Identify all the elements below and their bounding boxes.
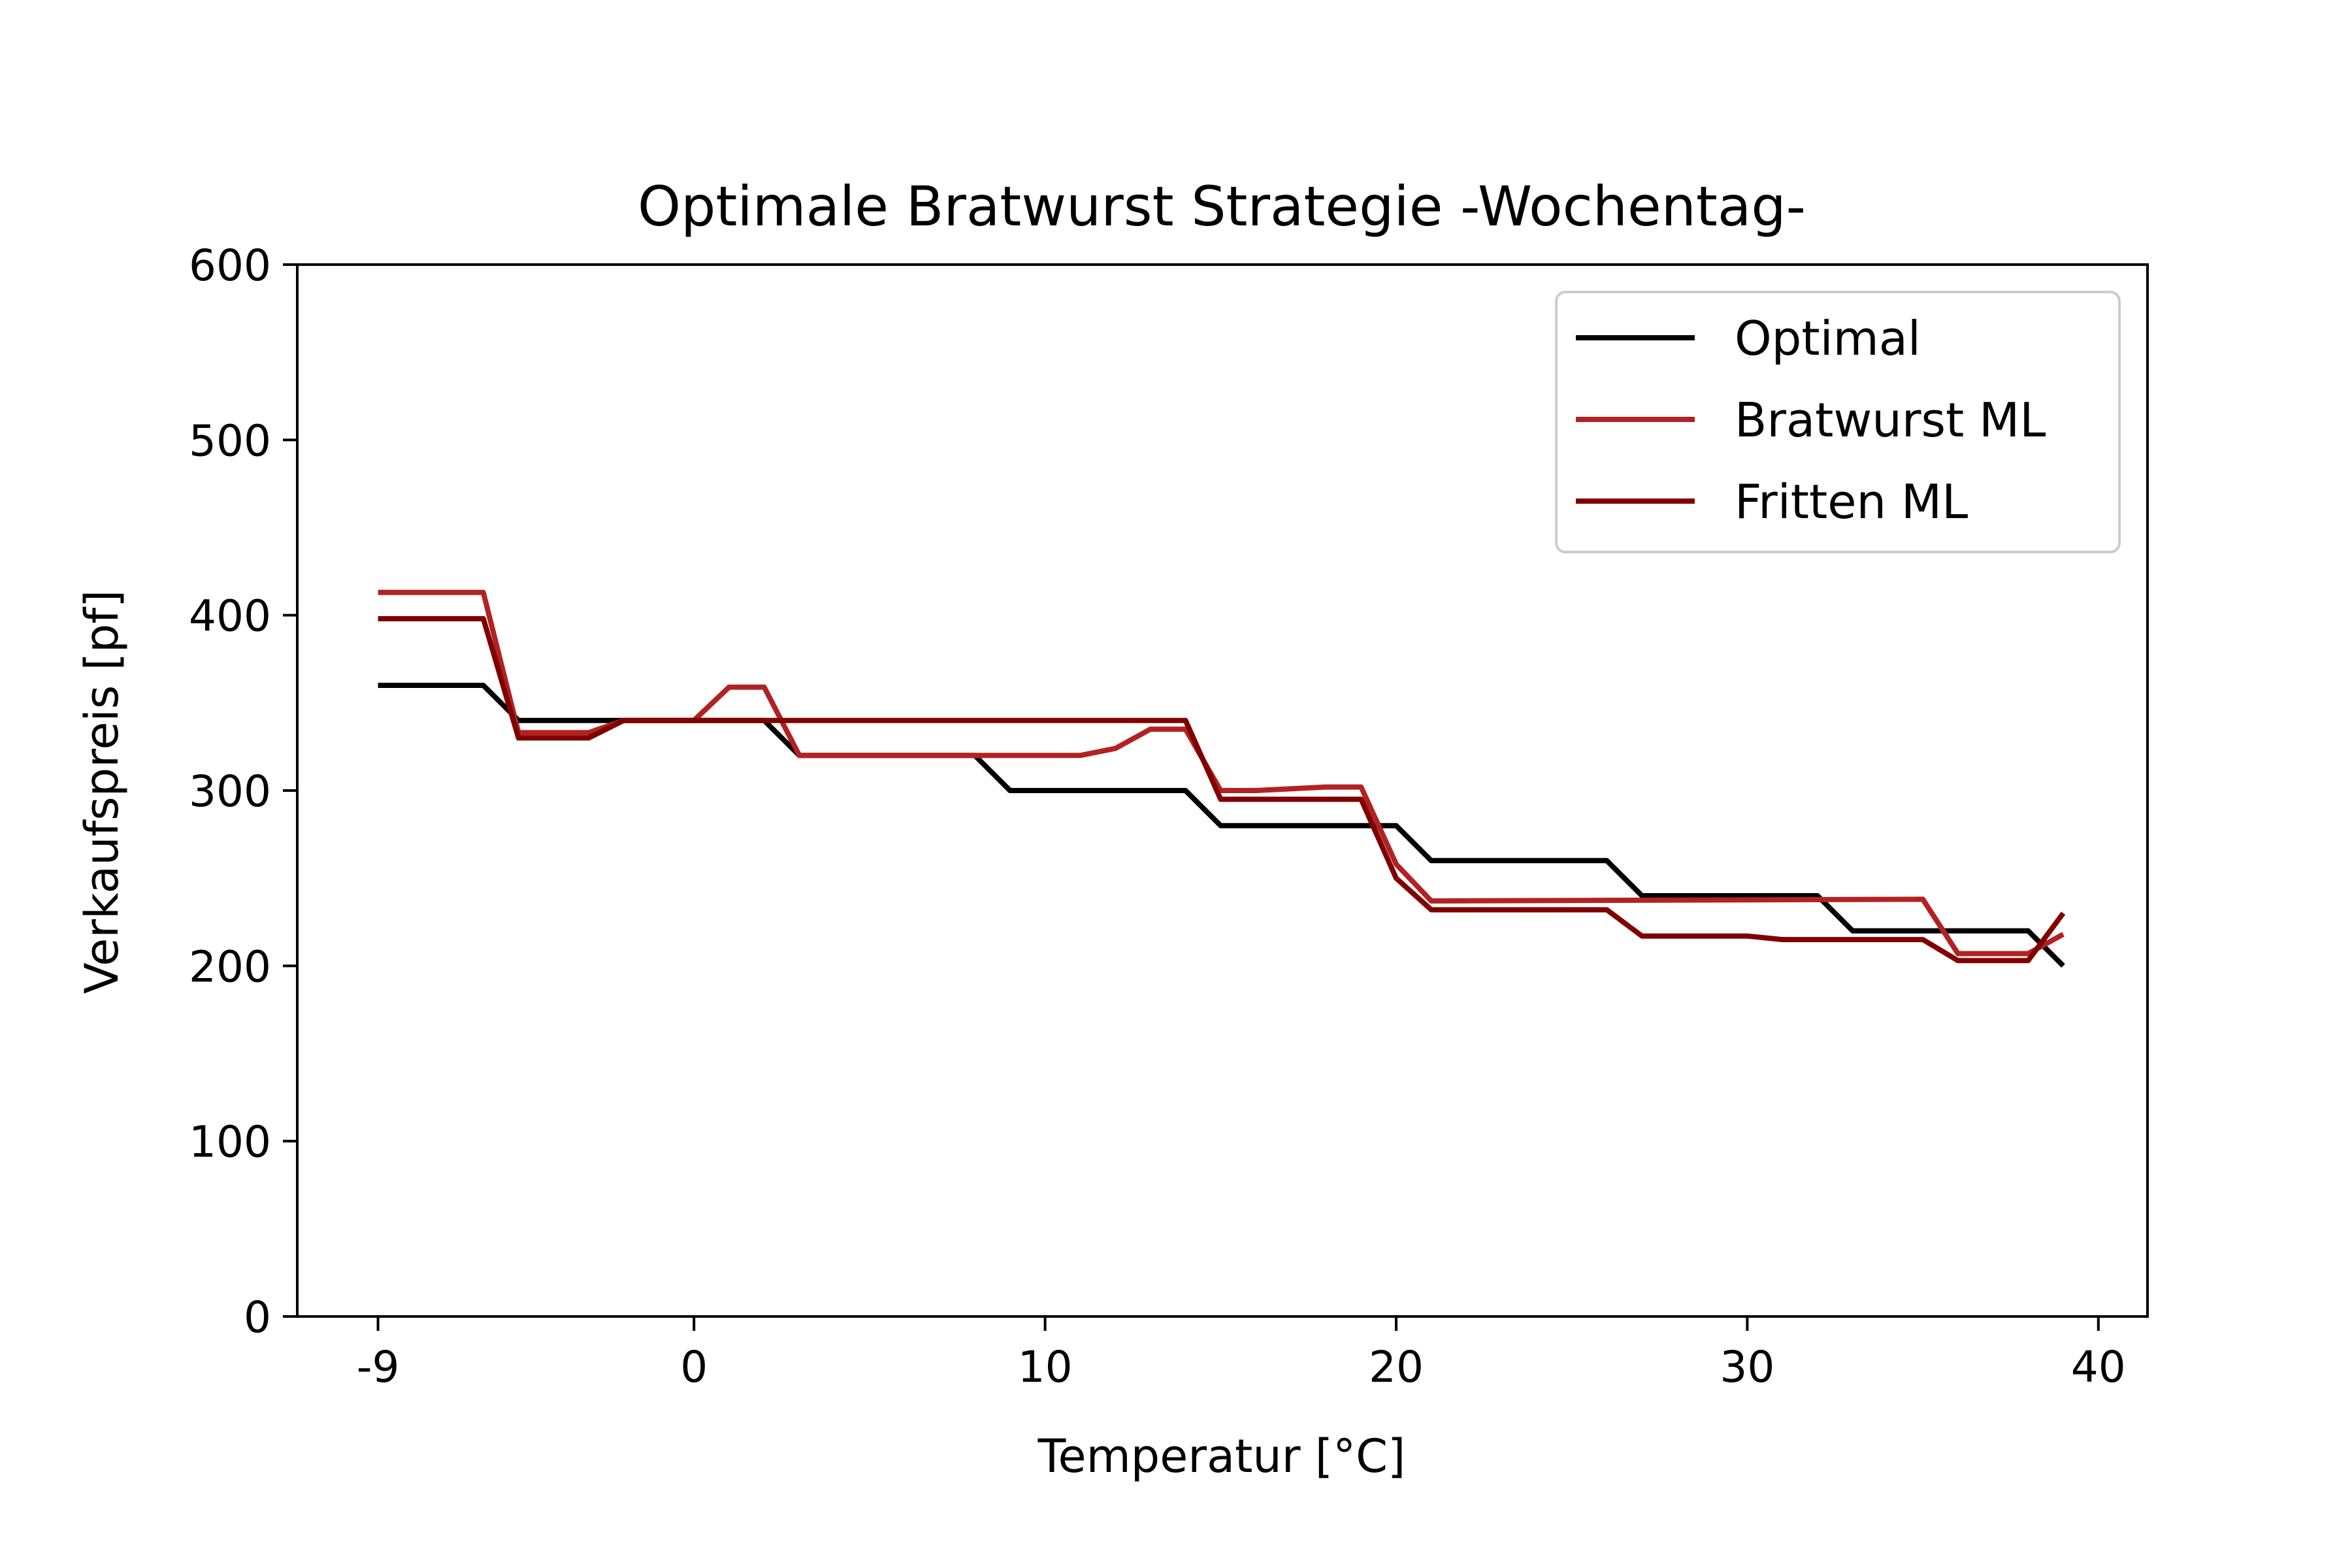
legend-label-bratwurst-ml: Bratwurst ML xyxy=(1735,393,2046,448)
plot-lines xyxy=(378,589,2066,968)
legend-label-fritten-ml: Fritten ML xyxy=(1735,474,1968,529)
x-axis-label: Temperatur [°C] xyxy=(1037,1429,1406,1483)
x-axis-ticks: -9 0 10 20 30 40 xyxy=(357,1316,2126,1392)
legend-label-optimal: Optimal xyxy=(1735,311,1921,366)
series-line-optimal xyxy=(378,683,2065,968)
x-tick-label: -9 xyxy=(357,1342,400,1392)
x-tick-label: 30 xyxy=(1720,1342,1774,1392)
x-tick-label: 0 xyxy=(680,1342,708,1392)
x-tick-label: 20 xyxy=(1369,1342,1424,1392)
legend: Optimal Bratwurst ML Fritten ML xyxy=(1555,291,2121,553)
y-tick-label: 200 xyxy=(189,941,271,992)
y-axis-label: Verkaufspreis [pf] xyxy=(75,590,129,994)
y-tick-label: 600 xyxy=(189,240,271,291)
legend-box xyxy=(1555,291,2121,553)
y-tick-label: 0 xyxy=(244,1292,271,1343)
chart-title: Optimale Bratwurst Strategie -Wochentag- xyxy=(638,174,1806,238)
y-tick-label: 300 xyxy=(189,766,271,817)
y-tick-label: 400 xyxy=(189,591,271,642)
x-tick-label: 10 xyxy=(1018,1342,1073,1392)
series-line-fritten-ml xyxy=(378,616,2066,964)
x-tick-label: 40 xyxy=(2071,1342,2126,1392)
y-axis-ticks: 0 100 200 300 400 500 600 xyxy=(189,240,297,1343)
y-tick-label: 100 xyxy=(189,1117,271,1168)
y-tick-label: 500 xyxy=(189,416,271,466)
